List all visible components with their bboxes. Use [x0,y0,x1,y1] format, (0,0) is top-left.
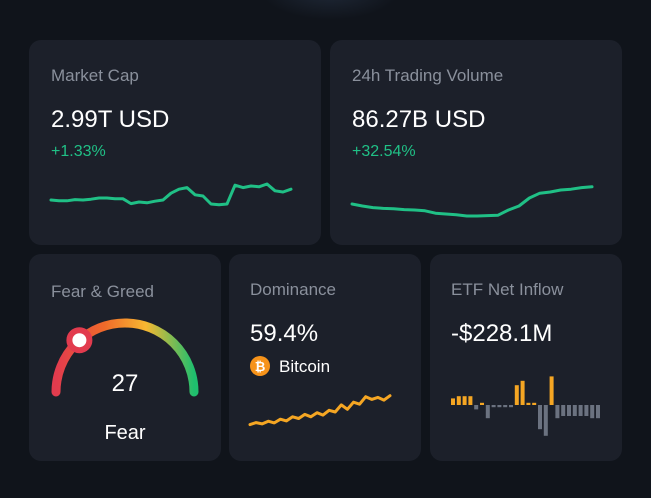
etf-bar [497,405,502,408]
dominance-coin-name: Bitcoin [279,357,331,376]
trading-volume-sparkline [350,185,594,218]
etf-bar [584,405,589,416]
fear-greed-sentiment: Fear [104,422,146,444]
market-cap-change: +1.33% [51,143,106,160]
etf-bar [555,405,560,419]
etf-net-inflow-card[interactable]: ETF Net Inflow -$228.1M [430,254,622,461]
etf-bar [514,385,519,405]
market-cap-value: 2.99T USD [51,106,170,133]
trading-volume-card[interactable]: 24h Trading Volume 86.27B USD +32.54% [330,40,622,245]
etf-bar [456,396,461,405]
etf-bar [509,405,513,408]
etf-bar [543,405,548,436]
dominance-value: 59.4% [250,320,319,347]
bitcoin-icon: ₿ [250,356,270,376]
etf-bar [462,396,467,405]
etf-net-inflow-bars [451,376,600,436]
etf-bar [578,405,583,416]
etf-bar [596,405,600,419]
etf-net-inflow-label: ETF Net Inflow [451,280,564,299]
etf-bar [572,405,577,416]
etf-bar [491,405,496,408]
dominance-label: Dominance [250,280,336,299]
fear-greed-score: 27 [111,370,139,397]
etf-bar [567,405,571,416]
fear-greed-card[interactable]: Fear & Greed 27 Fear [29,254,221,461]
market-cap-label: Market Cap [51,66,139,85]
etf-bar [485,405,490,419]
etf-bar [538,405,542,430]
trading-volume-change: +32.54% [352,143,416,160]
top-glow [260,0,400,20]
etf-bar [451,398,455,405]
etf-bar [549,376,554,405]
gauge-indicator [66,327,93,354]
etf-net-inflow-value: -$228.1M [451,320,553,347]
etf-bar [532,402,537,405]
etf-bar [480,402,484,405]
etf-bar [503,405,508,408]
etf-bar [590,405,595,419]
etf-bar [526,402,531,405]
etf-bar [561,405,566,416]
gauge-arc [51,318,199,397]
market-cap-card[interactable]: Market Cap 2.99T USD +1.33% [29,40,321,245]
fear-greed-label: Fear & Greed [51,282,154,301]
market-cap-sparkline [49,182,293,207]
trading-volume-label: 24h Trading Volume [352,66,504,85]
etf-bar [474,405,479,410]
fear-greed-gauge [51,318,199,397]
dominance-card[interactable]: Dominance 59.4% ₿ Bitcoin [229,254,421,461]
dominance-sparkline [248,394,392,427]
etf-bar [468,396,473,405]
etf-bar [520,380,525,405]
trading-volume-value: 86.27B USD [352,106,486,133]
